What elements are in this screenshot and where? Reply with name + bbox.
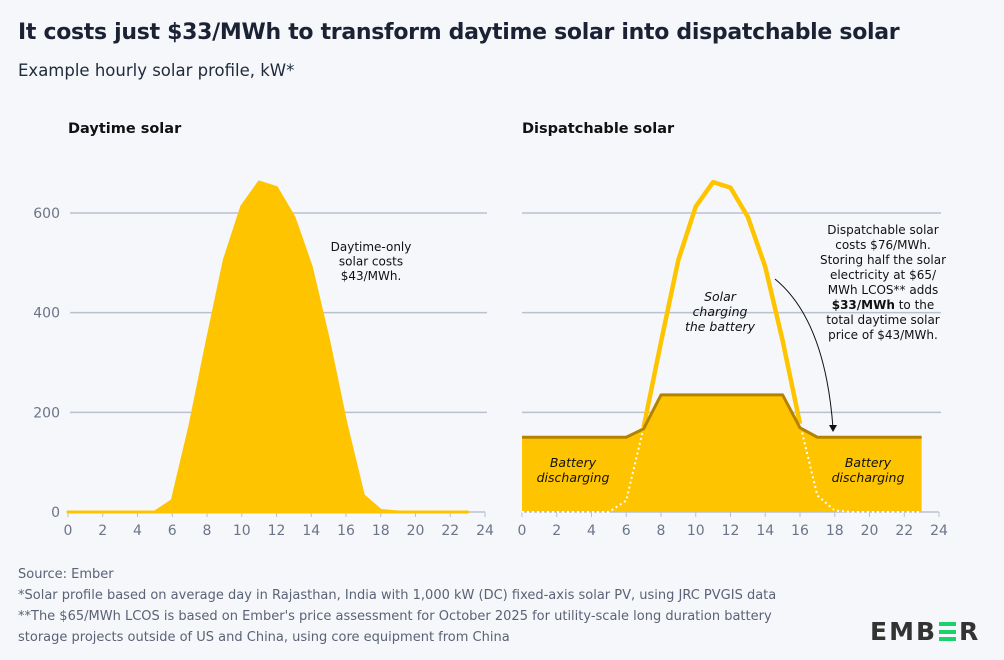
ember-logo: EMB R	[870, 617, 980, 646]
discharging-label-left: discharging	[537, 470, 610, 485]
x-tick-label: 14	[756, 523, 774, 539]
x-tick-label: 0	[518, 523, 527, 539]
solar-dotted-line	[522, 180, 922, 513]
charging-label: Solar	[704, 289, 737, 304]
x-tick-label: 4	[587, 523, 596, 539]
annotation-text: price of $43/MWh.	[828, 328, 938, 342]
solar-line	[641, 179, 803, 428]
discharging-label-left: Battery	[550, 455, 597, 470]
annotation-text: total daytime solar	[826, 313, 940, 327]
x-tick-label: 20	[861, 523, 879, 539]
x-tick-label: 22	[895, 523, 913, 539]
arrow-head-icon	[829, 425, 837, 432]
x-tick-label: 2	[98, 523, 107, 539]
annotation-text: solar costs	[339, 255, 403, 269]
x-tick-label: 6	[622, 523, 631, 539]
x-tick-label: 6	[168, 523, 177, 539]
annotation-text: costs $76/MWh.	[835, 238, 931, 252]
x-tick-label: 8	[203, 523, 212, 539]
discharging-label-right: Battery	[845, 455, 892, 470]
y-tick-label: 600	[33, 206, 60, 222]
dispatched-area	[522, 394, 922, 512]
x-tick-label: 24	[476, 523, 494, 539]
annotation-bold: $33/MWh	[832, 298, 895, 312]
annotation-arrow	[774, 278, 834, 429]
annotation-text: Dispatchable solar	[827, 223, 938, 237]
logo-text-right: R	[959, 617, 981, 646]
x-tick-label: 10	[687, 523, 705, 539]
logo-green-e-icon	[939, 622, 957, 641]
x-tick-label: 0	[64, 523, 73, 539]
x-tick-label: 4	[133, 523, 142, 539]
chart-subtitle: Example hourly solar profile, kW*	[18, 61, 295, 80]
annotation-text: to the	[895, 298, 934, 312]
annotation-text: electricity at $65/	[830, 268, 937, 282]
x-tick-label: 24	[930, 523, 948, 539]
panel-title-dispatchable: Dispatchable solar	[522, 121, 675, 137]
x-tick-label: 22	[441, 523, 459, 539]
footnote-1: *Solar profile based on average day in R…	[18, 588, 777, 603]
y-tick-label: 200	[33, 405, 60, 421]
x-tick-label: 8	[657, 523, 666, 539]
x-tick-label: 16	[337, 523, 355, 539]
source-text: Source: Ember	[18, 567, 114, 582]
x-tick-label: 18	[826, 523, 844, 539]
x-tick-label: 18	[372, 523, 390, 539]
chart-title: It costs just $33/MWh to transform dayti…	[18, 20, 900, 45]
charging-label: charging	[693, 304, 748, 319]
solar-area	[66, 180, 470, 514]
x-tick-label: 2	[552, 523, 561, 539]
annotation-text: $33/MWh to the	[832, 298, 935, 312]
charging-label: the battery	[685, 319, 756, 334]
x-tick-label: 12	[722, 523, 740, 539]
y-tick-label: 400	[33, 306, 60, 322]
annotation-text: Daytime-only	[331, 240, 412, 254]
x-tick-label: 14	[302, 523, 320, 539]
footnote-2b: storage projects outside of US and China…	[18, 630, 510, 645]
x-tick-label: 16	[791, 523, 809, 539]
x-tick-label: 20	[407, 523, 425, 539]
logo-text-left: EMB	[870, 617, 938, 646]
x-tick-label: 12	[268, 523, 286, 539]
discharging-label-right: discharging	[832, 470, 905, 485]
panel-title-daytime: Daytime solar	[68, 121, 182, 137]
annotation-text: Storing half the solar	[820, 253, 946, 267]
x-tick-label: 10	[233, 523, 251, 539]
footnote-2a: **The $65/MWh LCOS is based on Ember's p…	[18, 609, 772, 624]
annotation-text: MWh LCOS** adds	[828, 283, 938, 297]
annotation-text: $43/MWh.	[341, 269, 402, 283]
y-tick-label: 0	[51, 505, 60, 521]
dispatched-line	[522, 393, 922, 439]
